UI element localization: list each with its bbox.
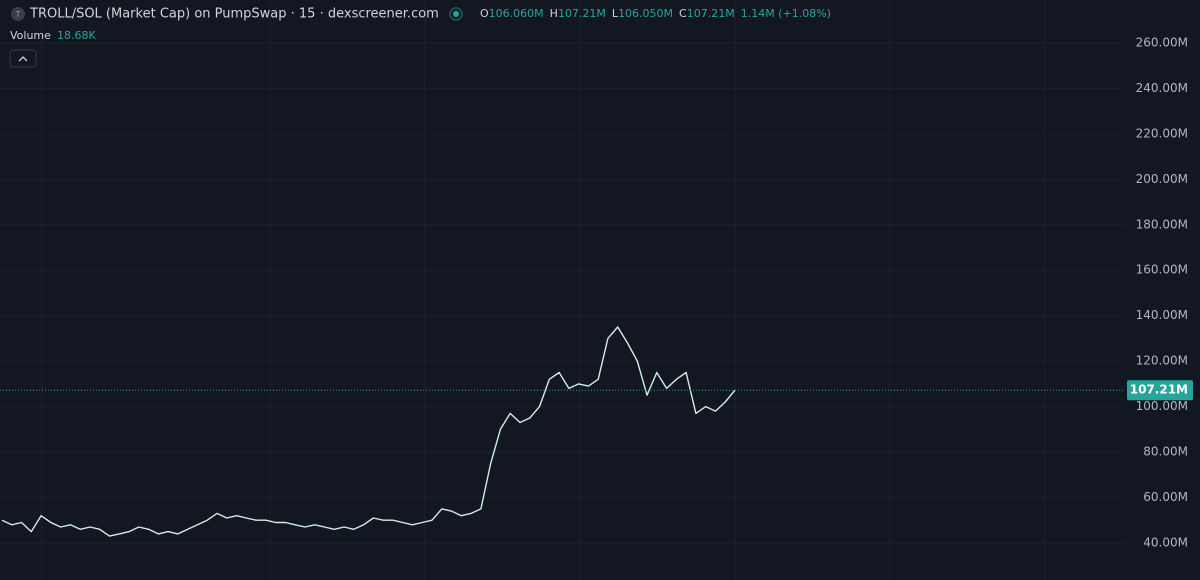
value-grid [0,42,1125,544]
ohlc-key: H [550,7,558,20]
ohlc-key: O [480,7,489,20]
y-tick-label: 140.00M [1136,308,1188,322]
y-tick-label: 100.00M [1136,399,1188,413]
ohlc-legend: O106.060M H107.21M L106.050M C107.21M 1.14M … [480,7,831,20]
y-tick-label: 200.00M [1136,172,1188,186]
ohlc-key: C [679,7,687,20]
ohlc-value: 106.060M [489,7,544,20]
y-tick-label: 160.00M [1136,263,1188,277]
plot [0,326,1125,537]
y-tick-label: 80.00M [1143,445,1188,459]
ohlc-key: L [612,7,619,20]
status-dot [449,7,463,21]
symbol-letter: T [15,10,21,19]
price-label-box [1127,380,1193,401]
symbol-icon [11,7,25,21]
y-tick-label: 260.00M [1136,35,1188,49]
y-tick-label: 240.00M [1136,81,1188,95]
chart-title: TROLL/SOL (Market Cap) on PumpSwap · 15 … [29,7,439,22]
market-cap-line [1,326,736,537]
price-label: 107.21M [1130,383,1188,397]
time-grid [41,0,1046,580]
status-dot [453,11,459,17]
y-tick-label: 180.00M [1136,217,1188,231]
volume-value: 18.68K [57,29,96,42]
price-axis: 40.00M 60.00M 80.00M 100.00M 120.00M 140.00M 1… [1127,35,1193,549]
collapse-button[interactable] [9,49,37,68]
y-tick-label: 220.00M [1136,126,1188,140]
ohlc-value: 107.21M [558,7,606,20]
collapse-icon [18,56,28,62]
header: T TROLL/SOL (Market Cap) on PumpSwap · 1… [9,7,831,68]
y-tick-label: 120.00M [1136,354,1188,368]
ohlc-value: 107.21M [687,7,735,20]
volume-label: Volume [10,29,51,42]
change-value: 1.14M (+1.08%) [741,7,831,20]
ohlc-value: 106.050M [618,7,673,20]
y-tick-label: 40.00M [1143,535,1188,549]
y-tick-label: 60.00M [1143,490,1188,504]
